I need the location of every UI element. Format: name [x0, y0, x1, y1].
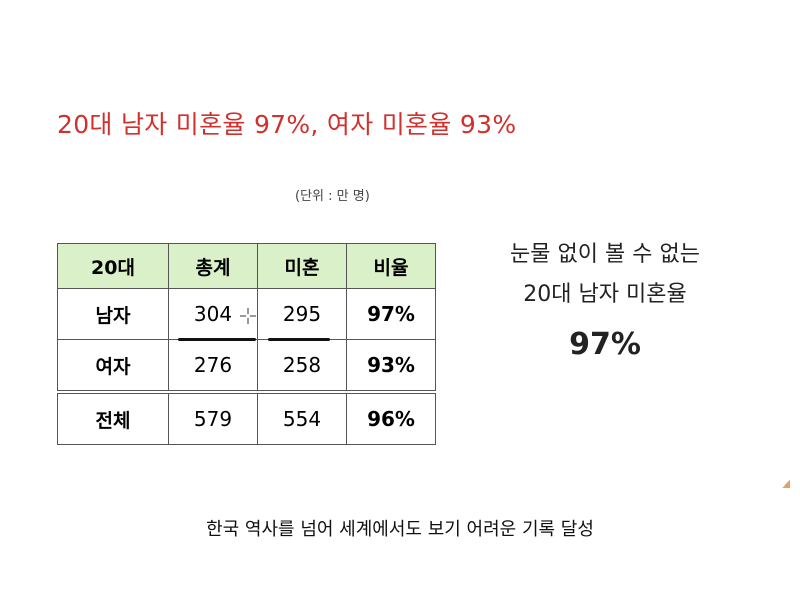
table-header-row: 20대 총계 미혼 비율 [57, 243, 436, 289]
unit-note: (단위 : 만 명) [295, 189, 370, 204]
table-row: 남자 304 295 97% [57, 288, 436, 340]
side-callout: 눈물 없이 볼 수 없는 20대 남자 미혼율 97% [470, 235, 740, 362]
table-row: 여자 276 258 93% [57, 339, 436, 393]
pen-underline [178, 338, 256, 341]
cell-unmarried: 295 [257, 288, 347, 340]
cell-unmarried: 258 [257, 339, 347, 393]
side-figure: 97% [569, 327, 641, 362]
cell-total: 304 [168, 288, 258, 340]
headline: 20대 남자 미혼율 97%, 여자 미혼율 93% [57, 110, 517, 139]
side-line-2: 20대 남자 미혼율 [523, 282, 687, 307]
side-line-1: 눈물 없이 볼 수 없는 [510, 242, 700, 267]
header-unmarried: 미혼 [257, 243, 347, 289]
cell-total: 276 [168, 339, 258, 393]
row-label: 전체 [57, 390, 169, 445]
header-age: 20대 [57, 243, 169, 289]
header-total: 총계 [168, 243, 258, 289]
marriage-table: 20대 총계 미혼 비율 남자 304 295 97% 여자 276 258 9… [57, 243, 436, 445]
cell-ratio: 96% [346, 390, 436, 445]
row-label: 남자 [57, 288, 169, 340]
row-label: 여자 [57, 339, 169, 393]
corner-mark [782, 480, 790, 488]
cell-ratio: 93% [346, 339, 436, 393]
caption: 한국 역사를 넘어 세계에서도 보기 어려운 기록 달성 [206, 519, 594, 540]
pen-underline [268, 338, 330, 341]
cell-ratio: 97% [346, 288, 436, 340]
crosshair-cursor-icon [240, 308, 256, 324]
cell-total: 579 [168, 390, 258, 445]
cell-unmarried: 554 [257, 390, 347, 445]
table-row: 전체 579 554 96% [57, 390, 436, 445]
header-ratio: 비율 [346, 243, 436, 289]
